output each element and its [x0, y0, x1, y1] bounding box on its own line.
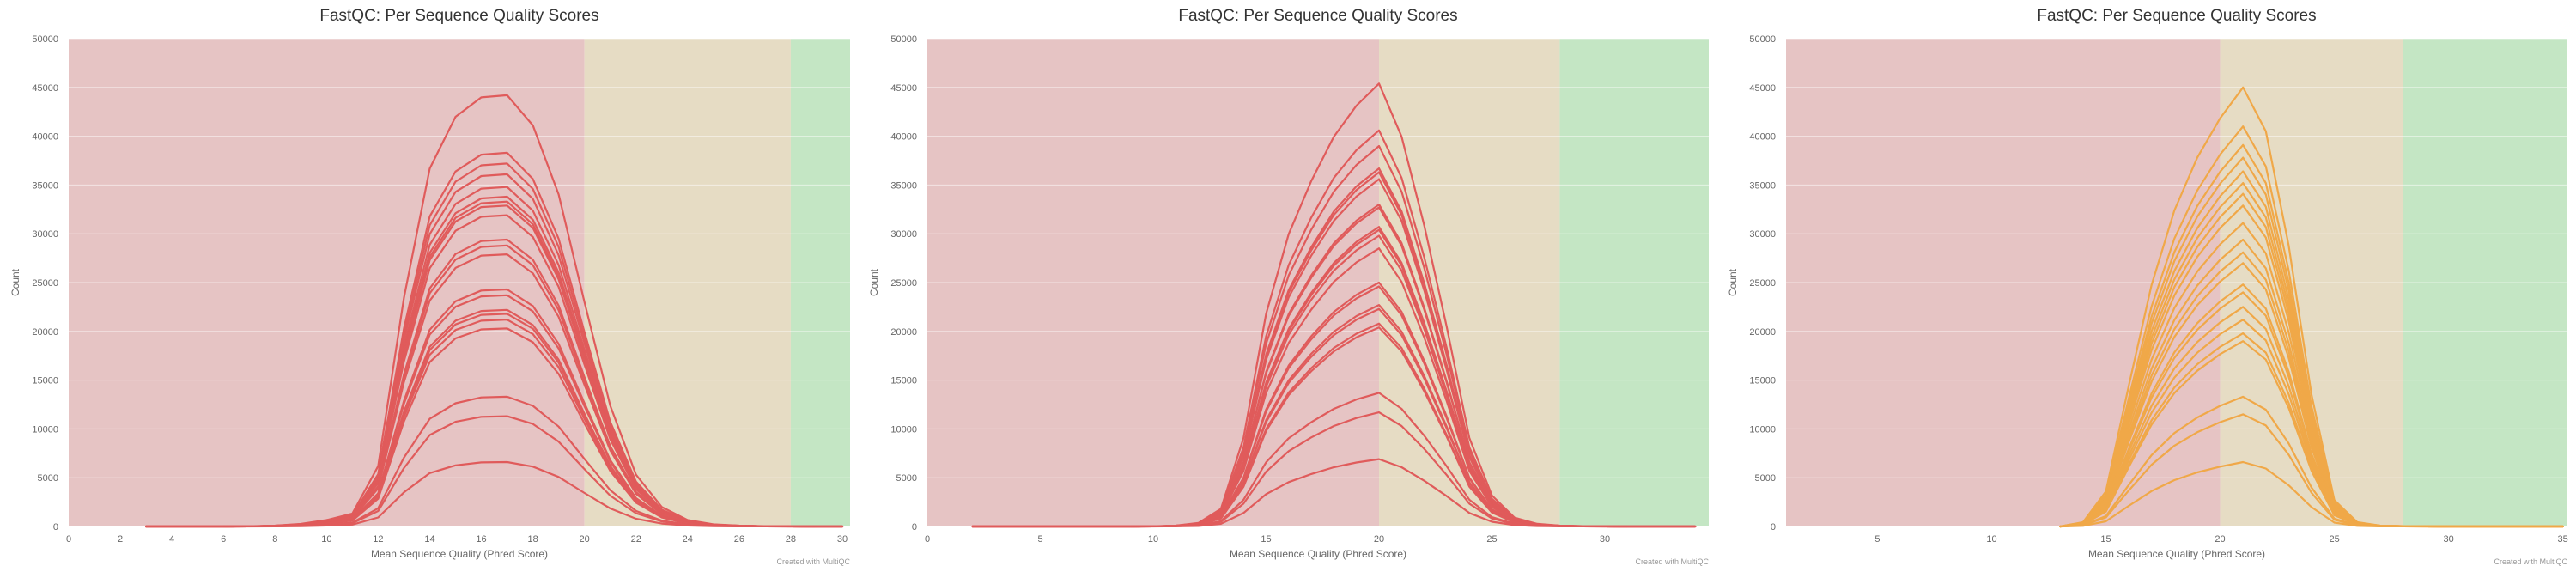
y-tick-label: 35000: [32, 180, 58, 191]
x-tick-label: 5: [1874, 534, 1880, 545]
x-tick-label: 30: [837, 534, 848, 545]
x-tick-label: 18: [527, 534, 538, 545]
x-tick-label: 16: [476, 534, 486, 545]
x-tick-label: 28: [786, 534, 796, 545]
y-tick-label: 5000: [1755, 473, 1776, 484]
series-line-21[interactable]: [971, 458, 1697, 528]
y-tick-label: 45000: [32, 83, 58, 94]
x-tick-label: 25: [2329, 534, 2339, 545]
x-tick-label: 10: [1986, 534, 1996, 545]
y-tick-label: 40000: [1749, 132, 1776, 143]
y-tick-label: 25000: [1749, 278, 1776, 289]
y-tick-label: 0: [53, 522, 58, 532]
x-tick-label: 12: [373, 534, 383, 545]
chart-title: FastQC: Per Sequence Quality Scores: [1178, 7, 1457, 25]
x-tick-label: 0: [66, 534, 71, 545]
y-tick-label: 35000: [890, 180, 917, 191]
x-tick-label: 2: [118, 534, 123, 545]
chart-panel-2: 0 5000 10000 15000 20000 25000 30000 35000 40000…: [868, 7, 1709, 566]
x-axis-label: Mean Sequence Quality (Phred Score): [2088, 548, 2265, 560]
y-tick-label: 50000: [890, 34, 917, 45]
series-line-21[interactable]: [145, 460, 844, 528]
x-tick-label: 5: [1037, 534, 1042, 545]
x-tick-label: 30: [2444, 534, 2454, 545]
x-tick-label: 10: [321, 534, 331, 545]
chart-panel-3: 0 5000 10000 15000 20000 25000 30000 35000 40000…: [1727, 7, 2568, 566]
x-tick-label: 25: [1486, 534, 1497, 545]
x-tick-label: 10: [1148, 534, 1158, 545]
y-tick-label: 30000: [1749, 229, 1776, 240]
x-tick-label: 30: [1600, 534, 1610, 545]
y-tick-label: 10000: [32, 424, 58, 435]
chart-title: FastQC: Per Sequence Quality Scores: [319, 7, 598, 25]
y-tick-label: 25000: [890, 278, 917, 289]
y-tick-label: 10000: [890, 424, 917, 435]
y-tick-label: 40000: [890, 132, 917, 143]
y-tick-label: 35000: [1749, 180, 1776, 191]
chart-title: FastQC: Per Sequence Quality Scores: [2037, 7, 2316, 25]
y-tick-label: 0: [912, 522, 917, 532]
y-tick-label: 50000: [32, 34, 58, 45]
y-tick-label: 15000: [32, 376, 58, 386]
x-tick-label: 20: [580, 534, 590, 545]
y-axis-label: Count: [868, 268, 880, 296]
x-axis-label: Mean Sequence Quality (Phred Score): [1230, 548, 1406, 560]
x-tick-label: 4: [169, 534, 174, 545]
y-tick-label: 30000: [890, 229, 917, 240]
y-tick-label: 10000: [1749, 424, 1776, 435]
y-tick-label: 50000: [1749, 34, 1776, 45]
y-tick-label: 20000: [1749, 327, 1776, 338]
x-tick-label: 26: [734, 534, 744, 545]
y-tick-label: 45000: [890, 83, 917, 94]
x-tick-label: 24: [683, 534, 693, 545]
series-line-21[interactable]: [2059, 460, 2564, 528]
y-axis-label: Count: [1727, 268, 1739, 296]
multiqc-credit[interactable]: Created with MultiQC: [776, 557, 850, 566]
x-tick-label: 6: [221, 534, 226, 545]
x-tick-label: 20: [1374, 534, 1384, 545]
y-axis-label: Count: [9, 268, 21, 296]
x-tick-label: 15: [1261, 534, 1271, 545]
y-tick-label: 20000: [32, 327, 58, 338]
multiqc-credit[interactable]: Created with MultiQC: [2494, 557, 2567, 566]
x-tick-label: 8: [272, 534, 277, 545]
y-tick-label: 30000: [32, 229, 58, 240]
y-tick-label: 5000: [896, 473, 917, 484]
y-tick-label: 25000: [32, 278, 58, 289]
y-tick-label: 45000: [1749, 83, 1776, 94]
y-tick-label: 40000: [32, 132, 58, 143]
y-tick-label: 15000: [890, 376, 917, 386]
y-tick-label: 0: [1771, 522, 1776, 532]
y-tick-label: 15000: [1749, 376, 1776, 386]
x-tick-label: 15: [2100, 534, 2111, 545]
y-tick-label: 20000: [890, 327, 917, 338]
x-tick-label: 35: [2558, 534, 2568, 545]
x-tick-label: 0: [925, 534, 930, 545]
x-tick-label: 14: [424, 534, 434, 545]
multiqc-credit[interactable]: Created with MultiQC: [1635, 557, 1709, 566]
x-tick-label: 20: [2215, 534, 2225, 545]
x-axis-label: Mean Sequence Quality (Phred Score): [371, 548, 548, 560]
x-tick-label: 22: [631, 534, 641, 545]
chart-panel-1: 0 5000 10000 15000 20000 25000 30000 35000 40000…: [9, 7, 850, 566]
y-tick-label: 5000: [38, 473, 58, 484]
